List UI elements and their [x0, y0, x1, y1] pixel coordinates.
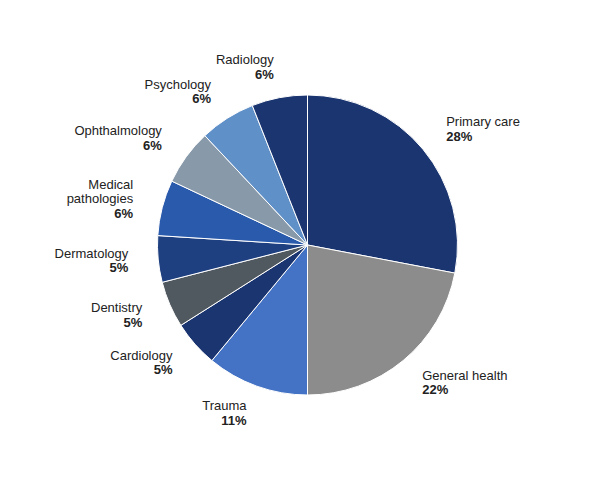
data-label: 5%	[124, 315, 143, 330]
slice-label: Psychology	[145, 77, 212, 92]
slice-label: Dentistry	[91, 301, 143, 316]
slice-label: Dermatology	[55, 246, 129, 261]
slice-label: Radiology	[216, 53, 274, 68]
slice-label: Trauma	[202, 399, 247, 414]
labels: Primary care28% General health22% Trauma11…	[55, 53, 520, 428]
pie-slice	[252, 95, 307, 245]
data-label: 6%	[114, 206, 133, 221]
data-label: 5%	[110, 260, 129, 275]
slices	[158, 95, 458, 395]
pie-slice	[308, 95, 458, 273]
data-label: 11%	[221, 413, 247, 428]
data-label: 22%	[422, 382, 448, 397]
chart-container: Primary care28% General health22% Trauma11…	[0, 0, 615, 490]
data-label: 6%	[192, 91, 211, 106]
slice-label: Medicalpathologies	[67, 178, 134, 207]
pie-chart: Primary care28% General health22% Trauma11…	[0, 0, 615, 490]
slice-label: General health	[422, 368, 507, 383]
data-label: 6%	[143, 138, 162, 153]
data-label: 28%	[446, 129, 472, 144]
slice-label: Ophthalmology	[74, 124, 162, 139]
slice-label: Cardiology	[110, 348, 173, 363]
data-label: 5%	[154, 362, 173, 377]
slice-label: Primary care	[446, 115, 520, 130]
data-label: 6%	[255, 67, 274, 82]
